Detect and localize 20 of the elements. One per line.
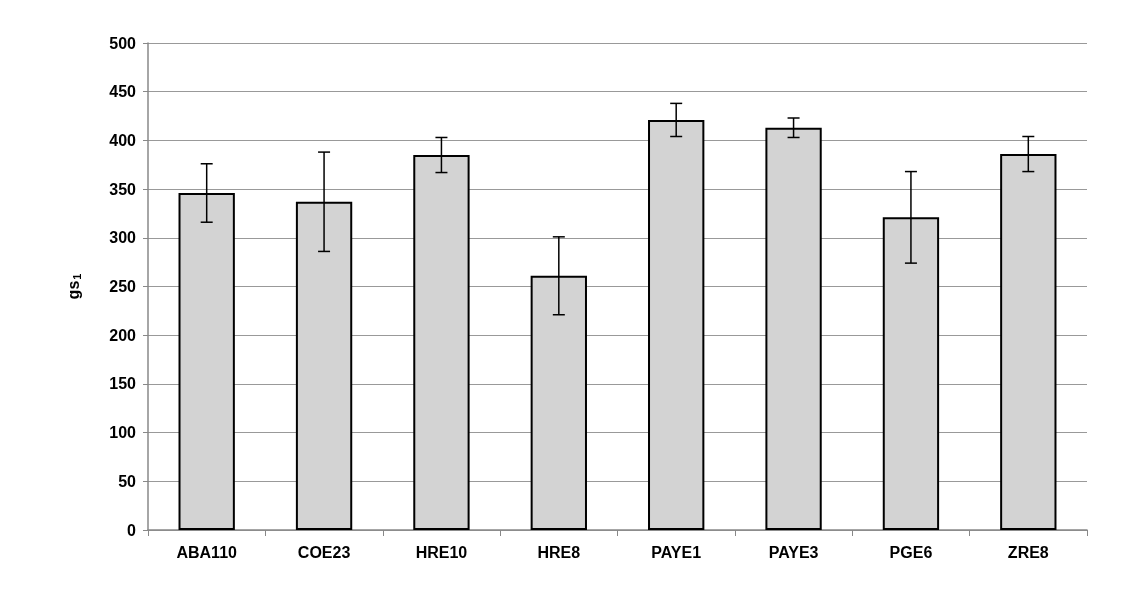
- y-tick-label: 400: [109, 131, 137, 149]
- x-tick-label: HRE8: [537, 543, 581, 561]
- y-tick-label: 500: [109, 34, 137, 52]
- y-tick-label: 50: [118, 472, 137, 490]
- y-tick-label: 450: [109, 83, 137, 101]
- x-tick-label: PGE6: [889, 543, 933, 561]
- y-tick-label: 100: [109, 424, 137, 442]
- y-tick-label: 350: [109, 180, 137, 198]
- y-axis-title: gs1: [65, 273, 83, 300]
- y-tick-label: 200: [109, 326, 137, 344]
- x-tick-label: HRE10: [415, 543, 468, 561]
- x-tick-label: ABA110: [176, 543, 238, 561]
- x-tick-label: PAYE1: [651, 543, 702, 561]
- y-tick-label: 150: [109, 375, 137, 393]
- x-tick-label: PAYE3: [768, 543, 819, 561]
- y-tick-label: 250: [109, 278, 137, 295]
- x-tick-label: ZRE8: [1007, 543, 1049, 561]
- y-tick-label: 300: [109, 229, 137, 247]
- x-tick-label: COE23: [297, 543, 351, 561]
- y-tick-label: 0: [127, 521, 137, 539]
